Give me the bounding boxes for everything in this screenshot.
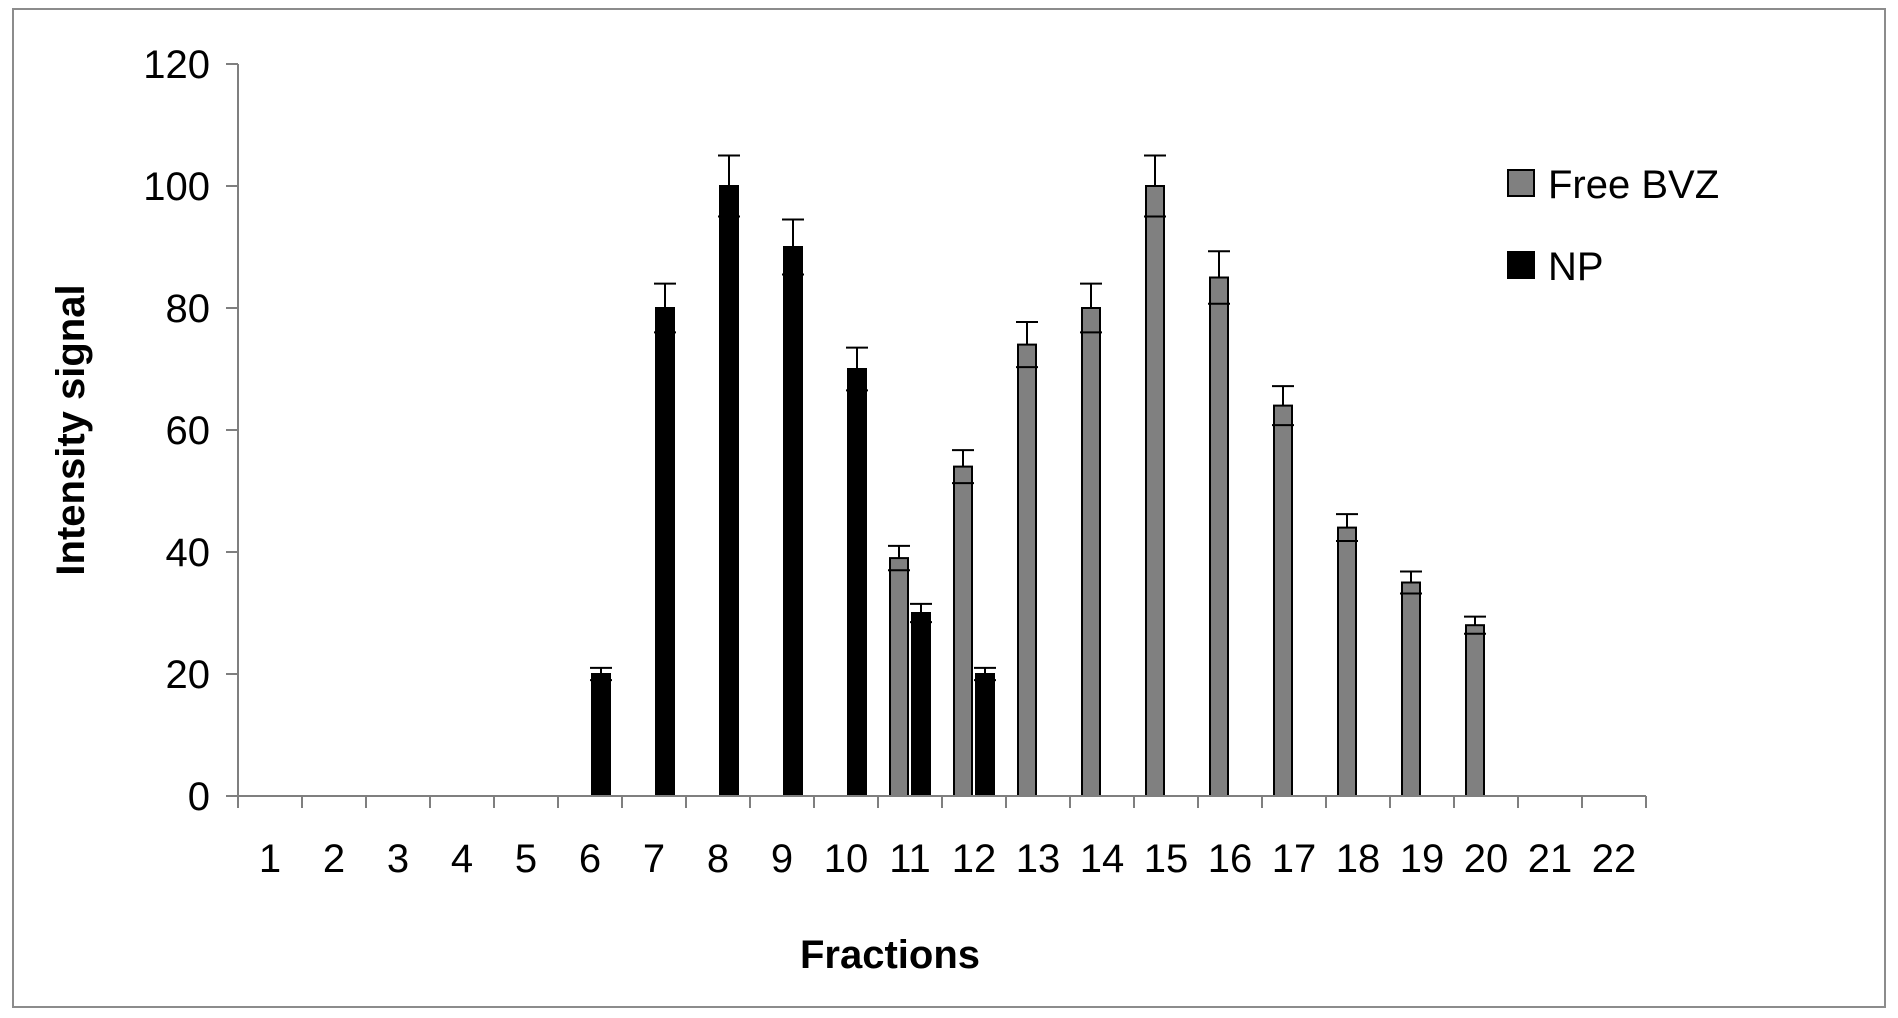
- bar-np: [783, 246, 803, 797]
- y-axis-title: Intensity signal: [49, 284, 93, 575]
- y-tick-label: 20: [166, 653, 211, 697]
- bar-np: [975, 673, 995, 797]
- y-ticks-layer: 0 20 40 60 80 100 120: [143, 43, 238, 819]
- x-tick-label: 4: [451, 837, 473, 881]
- bar-np: [911, 612, 931, 797]
- x-tick-label: 15: [1144, 837, 1189, 881]
- x-tick-label: 22: [1592, 837, 1637, 881]
- bar-free-bvz: [1145, 185, 1165, 797]
- bar-free-bvz: [889, 557, 909, 797]
- x-tick-label: 11: [889, 837, 931, 881]
- bar-np: [655, 307, 675, 797]
- bar-free-bvz: [1273, 404, 1293, 797]
- x-tick-label: 14: [1080, 837, 1125, 881]
- bar-np: [719, 185, 739, 797]
- y-tick-label: 60: [166, 409, 211, 453]
- chart-frame: 0 20 40 60 80 100 120 1 2 3 4 5 6 7 8 9 10 11 12 13 14 15 16 1…: [12, 8, 1886, 1008]
- x-tick-label: 16: [1208, 837, 1253, 881]
- x-tick-label: 9: [771, 837, 793, 881]
- legend-label-np: NP: [1548, 245, 1604, 289]
- x-tick-label: 17: [1272, 837, 1317, 881]
- bar-free-bvz: [1465, 624, 1485, 798]
- y-tick-label: 0: [188, 775, 210, 819]
- x-axis-title: Fractions: [800, 933, 980, 977]
- x-tick-label: 5: [515, 837, 537, 881]
- bar-free-bvz: [1081, 307, 1101, 797]
- error-bars-layer: [590, 154, 1486, 682]
- legend-swatch-np: [1507, 251, 1535, 279]
- x-tick-label: 7: [643, 837, 665, 881]
- bar-free-bvz: [1209, 276, 1229, 797]
- bar-np: [847, 368, 867, 797]
- y-tick-label: 40: [166, 531, 211, 575]
- x-tick-label: 12: [952, 837, 997, 881]
- bar-np: [591, 673, 611, 797]
- axes-layer: [237, 64, 1646, 797]
- x-tick-label: 1: [259, 837, 281, 881]
- x-ticks-layer: 1 2 3 4 5 6 7 8 9 10 11 12 13 14 15 16 17 18 19 20 21 22: [237, 796, 1647, 881]
- bar-free-bvz: [1017, 343, 1037, 797]
- bar-free-bvz: [1401, 581, 1421, 797]
- x-tick-label: 6: [579, 837, 601, 881]
- y-tick-label: 120: [143, 43, 210, 87]
- x-tick-label: 18: [1336, 837, 1381, 881]
- legend-swatch-free-bvz: [1507, 169, 1535, 197]
- x-tick-label: 13: [1016, 837, 1061, 881]
- x-tick-label: 8: [707, 837, 729, 881]
- x-tick-label: 3: [387, 837, 409, 881]
- bars-layer: [591, 185, 1485, 798]
- y-tick-label: 100: [143, 165, 210, 209]
- x-tick-label: 2: [323, 837, 345, 881]
- x-tick-label: 10: [824, 837, 869, 881]
- x-tick-label: 19: [1400, 837, 1445, 881]
- bar-free-bvz: [1337, 526, 1357, 797]
- x-tick-label: 20: [1464, 837, 1509, 881]
- bar-free-bvz: [953, 465, 973, 797]
- legend: Free BVZ NP: [1507, 163, 1719, 289]
- y-tick-label: 80: [166, 287, 211, 331]
- legend-label-free-bvz: Free BVZ: [1548, 163, 1719, 207]
- x-tick-label: 21: [1528, 837, 1573, 881]
